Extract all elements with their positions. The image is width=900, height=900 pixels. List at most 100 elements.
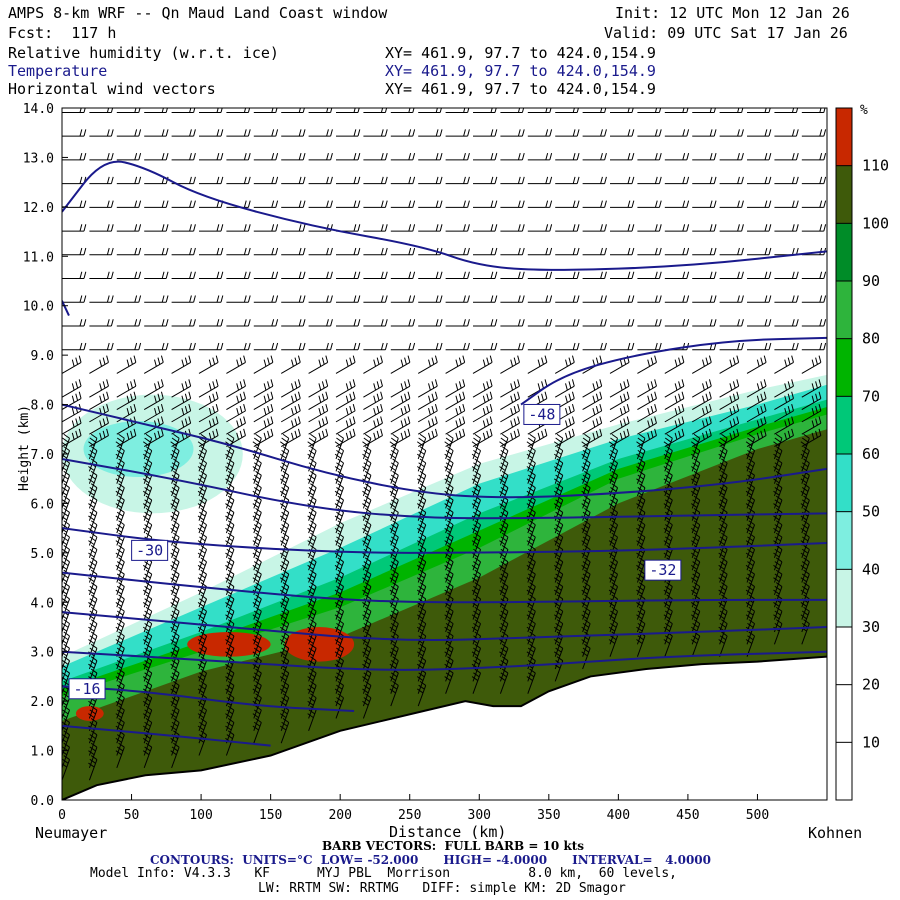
wind-barb — [663, 470, 673, 497]
wind-barb — [718, 557, 728, 583]
wind-barb — [226, 271, 251, 280]
wind-barb — [308, 319, 333, 327]
wind-barb — [527, 129, 553, 137]
wind-barb — [170, 433, 180, 460]
wind-barb — [473, 153, 498, 161]
wind-barb — [199, 153, 224, 161]
wind-barb — [225, 532, 235, 558]
wind-barb — [142, 446, 153, 472]
wind-barb — [252, 470, 262, 497]
wind-barb — [473, 108, 497, 113]
wind-barb — [582, 379, 603, 398]
wind-barb — [88, 470, 98, 497]
wind-barb — [444, 656, 454, 682]
wind-barb — [581, 582, 591, 608]
wind-barb — [417, 379, 438, 398]
wind-barb — [582, 200, 607, 208]
wind-barb — [62, 153, 87, 161]
wind-barb — [664, 403, 685, 423]
wind-barb — [801, 129, 827, 137]
wind-barb — [636, 557, 646, 583]
wind-barb — [279, 483, 290, 509]
wind-barb — [334, 680, 345, 707]
field-xy-wind: XY= 461.9, 97.7 to 424.0,154.9 — [385, 80, 656, 98]
wind-barb — [142, 606, 153, 633]
wind-barb — [690, 495, 701, 521]
wind-barb — [608, 569, 619, 596]
wind-barb — [663, 619, 673, 645]
wind-barb — [171, 391, 192, 410]
wind-barb — [362, 619, 372, 645]
wind-barb — [774, 342, 799, 351]
wind-barb — [718, 520, 728, 546]
wind-barb — [637, 129, 662, 137]
wind-barb — [444, 470, 454, 497]
y-tick-label: 11.0 — [23, 250, 54, 265]
wind-barb — [664, 391, 685, 410]
wind-barb — [637, 319, 662, 327]
wind-barb — [610, 108, 634, 113]
wind-barb — [416, 582, 427, 608]
wind-barb — [88, 755, 98, 781]
wind-barb — [719, 416, 740, 435]
wind-barb — [800, 606, 810, 633]
wind-barb — [390, 108, 415, 113]
wind-barb — [527, 153, 553, 161]
wind-barb — [88, 433, 98, 460]
wind-barb — [663, 532, 673, 558]
wind-barb — [664, 379, 685, 398]
temperature-contour — [62, 160, 827, 271]
wind-barb — [609, 379, 630, 398]
x-tick-label: 300 — [468, 808, 491, 823]
wind-barb — [774, 271, 799, 280]
wind-barb — [500, 108, 525, 113]
wind-barb — [828, 471, 836, 496]
wind-barb — [115, 446, 125, 472]
wind-barb — [416, 643, 427, 670]
wind-barb — [471, 483, 482, 509]
wind-barb — [334, 557, 345, 583]
right-station: Kohnen — [808, 824, 863, 842]
wind-barb — [555, 271, 580, 280]
wind-barb — [225, 606, 235, 633]
wind-barb — [527, 428, 548, 448]
wind-barb — [226, 176, 251, 185]
wind-barb — [719, 108, 744, 113]
wind-barb — [199, 319, 224, 327]
wind-barb — [773, 495, 783, 521]
wind-barb — [718, 631, 728, 657]
wind-barb — [89, 224, 114, 232]
y-tick-label: 0.0 — [31, 794, 54, 809]
wind-barb — [527, 295, 553, 303]
wind-barb — [171, 295, 196, 303]
wind-barb — [774, 200, 799, 208]
wind-barb — [89, 108, 114, 113]
wind-barb — [143, 379, 164, 398]
wind-barb — [416, 656, 427, 682]
wind-barb — [582, 153, 607, 161]
wind-barb — [144, 247, 169, 256]
wind-barb — [252, 705, 262, 731]
wind-barb — [800, 557, 810, 583]
wind-barb — [226, 416, 246, 435]
wind-barb — [115, 582, 125, 608]
wind-barb — [226, 108, 251, 113]
wind-barb — [747, 153, 772, 161]
wind-barb — [691, 403, 712, 423]
wind-barb — [225, 643, 235, 670]
wind-barb — [171, 153, 196, 161]
wind-barb — [199, 271, 224, 280]
y-axis-label: Height (km) — [17, 404, 32, 492]
wind-barb — [417, 416, 438, 435]
wind-barb — [582, 224, 607, 232]
wind-barb — [445, 176, 470, 185]
wind-barb — [197, 520, 207, 546]
wind-barb — [390, 403, 411, 423]
wind-barb — [774, 416, 794, 435]
wind-barb — [444, 458, 454, 484]
wind-barb — [197, 433, 207, 460]
wind-barb — [471, 582, 482, 608]
wind-barb — [719, 319, 744, 327]
wind-barb — [62, 379, 82, 398]
wind-barb — [445, 342, 470, 351]
